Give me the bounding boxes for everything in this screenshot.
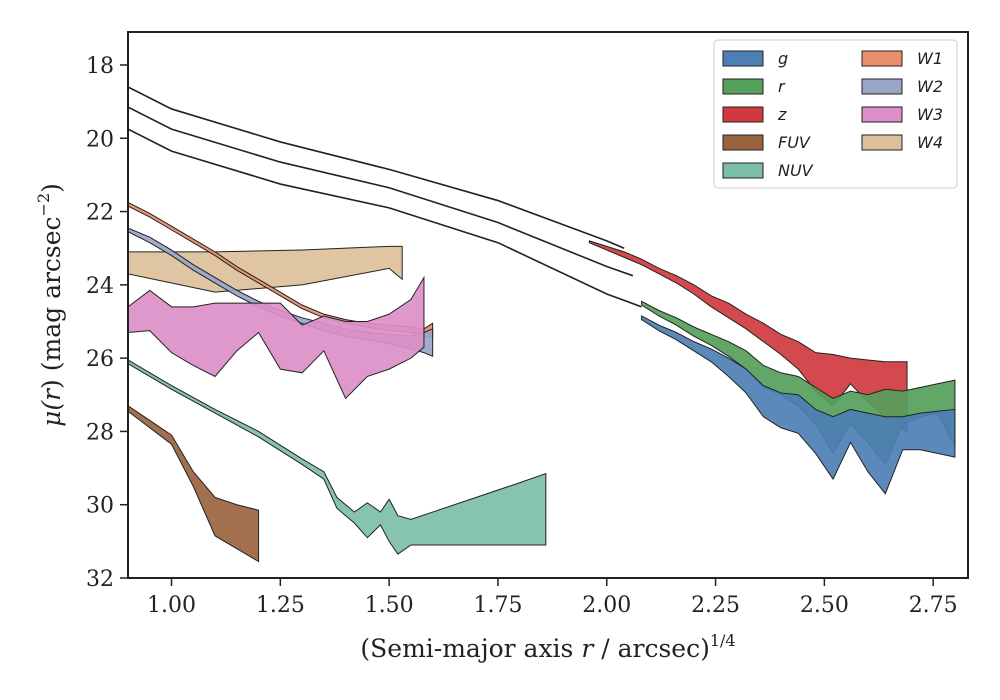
x-tick-label: 2.75 <box>909 593 958 618</box>
band-fuv <box>128 405 260 563</box>
profile-line-2 <box>128 106 634 277</box>
legend-label-fuv: FUV <box>778 133 811 152</box>
legend-box <box>713 39 958 189</box>
y-tick-label: 24 <box>86 274 114 299</box>
legend-swatch-w2 <box>861 78 903 95</box>
y-tick-label: 22 <box>86 201 114 226</box>
legend-label-w1: W1 <box>917 49 943 68</box>
y-axis-label: μ(r) (mag arcsec−2) <box>34 183 66 427</box>
y-tick-label: 30 <box>86 494 114 519</box>
x-tick-label: 1.75 <box>473 593 522 618</box>
legend-swatch-w3 <box>861 106 903 123</box>
profile-line-1 <box>128 86 625 249</box>
axes-frame <box>127 31 969 579</box>
legend-swatch-r <box>722 78 764 95</box>
y-tick-label: 28 <box>86 420 114 445</box>
x-tick-label: 1.50 <box>365 593 414 618</box>
y-tick-label: 20 <box>86 127 114 152</box>
band-nuv <box>128 359 547 555</box>
legend-label-w2: W2 <box>917 77 943 96</box>
legend-label-nuv: NUV <box>778 161 814 180</box>
legend-label-r: r <box>778 77 786 96</box>
y-tick-label: 26 <box>86 347 114 372</box>
legend-swatch-z <box>722 106 764 123</box>
y-tick-label: 18 <box>86 54 114 79</box>
legend-swatch-fuv <box>722 134 764 151</box>
legend-label-w3: W3 <box>917 105 943 124</box>
legend-swatch-g <box>722 50 764 67</box>
x-tick-label: 2.00 <box>582 593 631 618</box>
profile-line-3 <box>128 128 642 308</box>
band-g <box>641 315 956 495</box>
plot-area <box>128 86 956 563</box>
x-axis-label: (Semi-major axis r / arcsec)1/4 <box>360 631 735 663</box>
legend-swatch-w1 <box>861 50 903 67</box>
legend-label-g: g <box>778 49 788 68</box>
legend-swatch-w4 <box>861 134 903 151</box>
x-tick-label: 2.25 <box>691 593 740 618</box>
legend-swatch-nuv <box>722 162 764 179</box>
legend-label-z: z <box>777 105 787 124</box>
x-tick-label: 2.50 <box>800 593 849 618</box>
legend-label-w4: W4 <box>917 133 943 152</box>
band-w3 <box>128 275 425 400</box>
legend: grz FUV NUV W1 W2 W3 W4 <box>713 39 958 189</box>
x-tick-label: 1.25 <box>256 593 305 618</box>
y-tick-label: 32 <box>86 567 114 592</box>
band-w4 <box>128 245 403 293</box>
x-tick-label: 1.00 <box>147 593 196 618</box>
